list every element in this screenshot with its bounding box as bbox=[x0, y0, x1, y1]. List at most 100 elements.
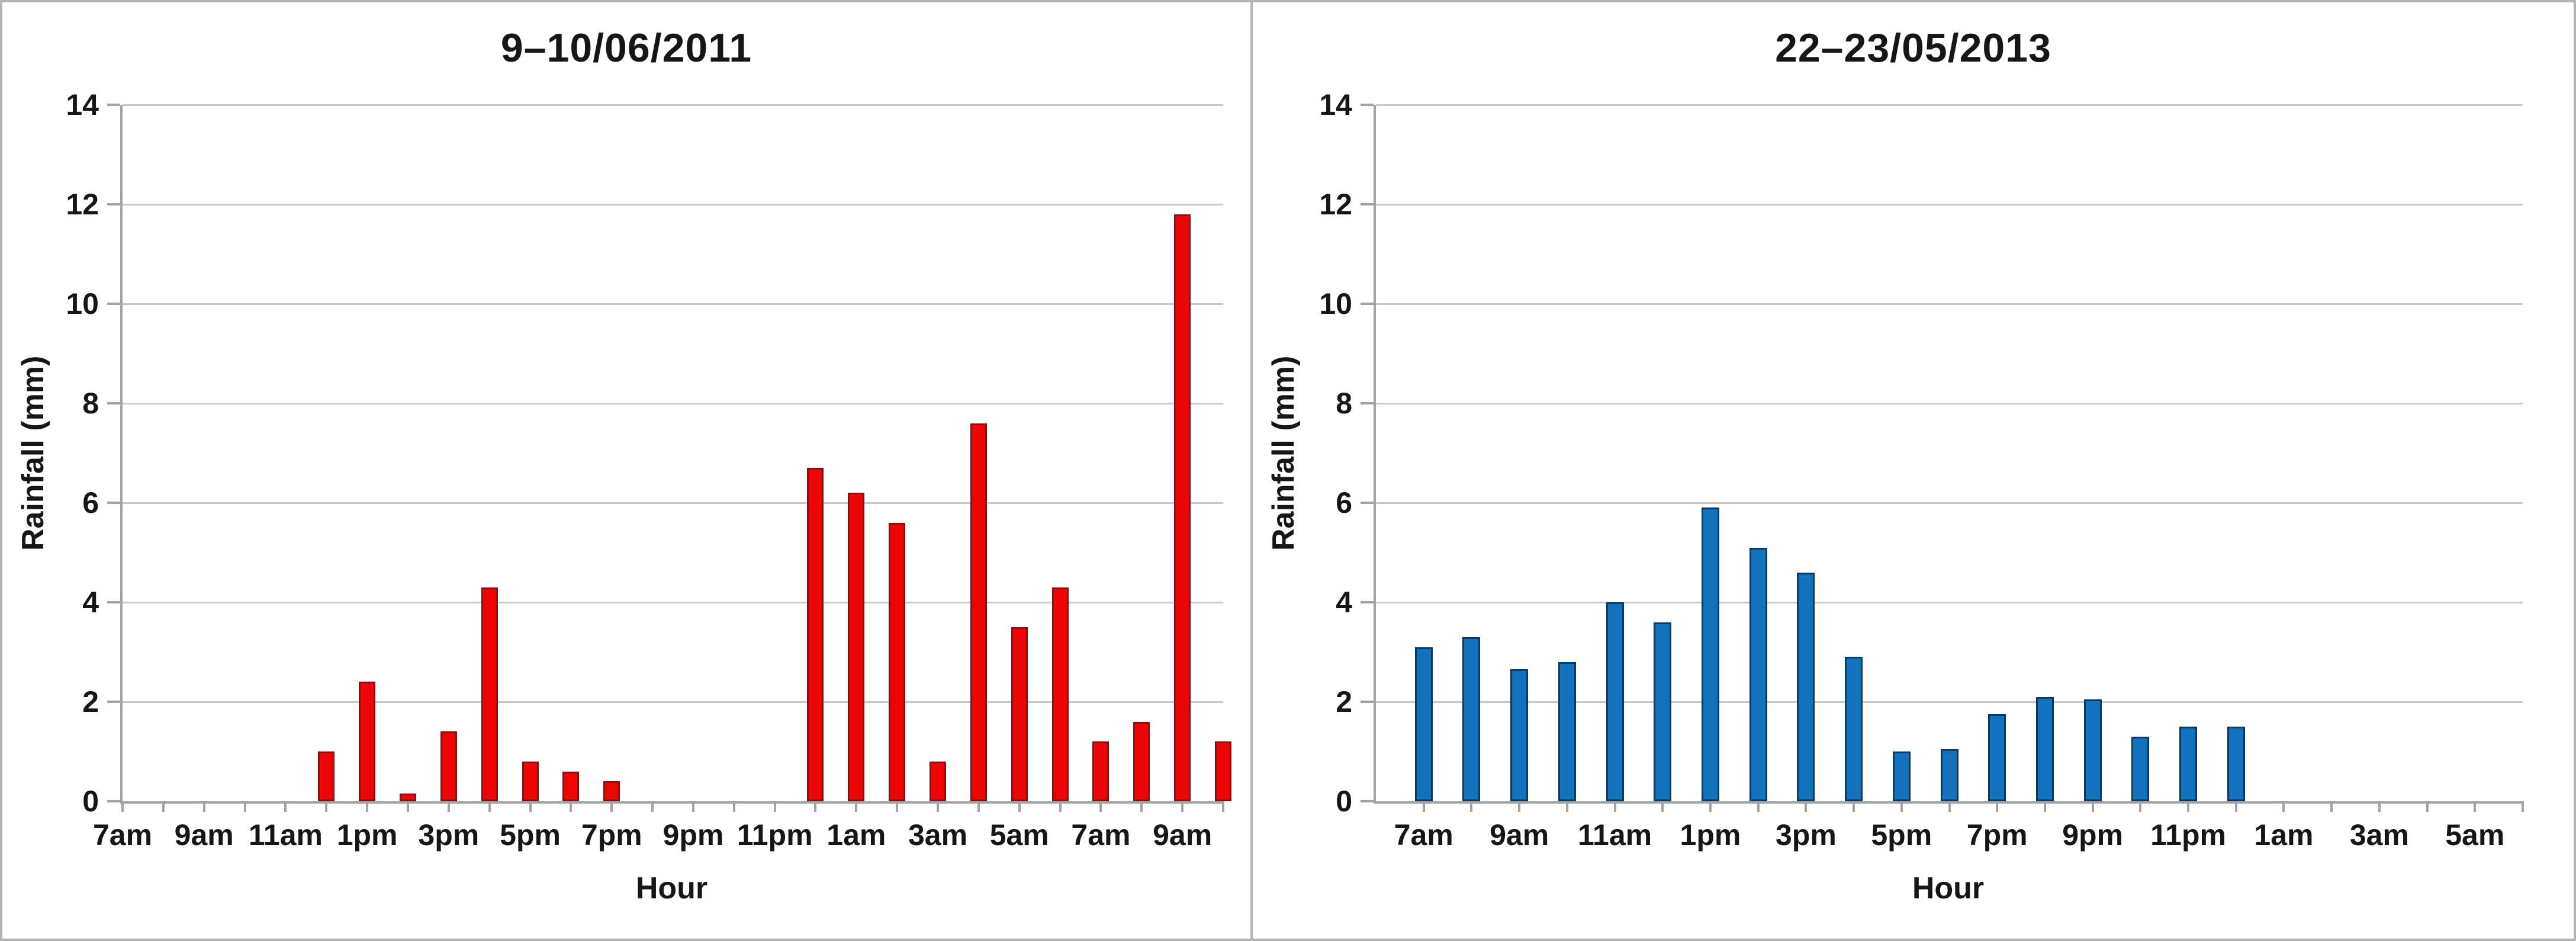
x-axis-tick bbox=[1565, 801, 1568, 812]
gridline bbox=[1376, 303, 2523, 305]
x-axis-tick bbox=[1099, 801, 1102, 812]
rainfall-bar bbox=[1011, 627, 1028, 801]
rainfall-bar bbox=[1510, 669, 1529, 801]
rainfall-bar bbox=[1606, 602, 1624, 801]
gridline bbox=[1376, 402, 2523, 404]
x-axis-tick bbox=[202, 801, 205, 812]
gridline bbox=[123, 303, 1223, 305]
y-tick-label: 14 bbox=[1319, 88, 1352, 121]
y-axis-tick bbox=[1361, 303, 1374, 305]
x-axis-tick bbox=[529, 801, 532, 812]
x-tick-label: 7am bbox=[1071, 818, 1131, 852]
x-axis-tick bbox=[2522, 801, 2524, 812]
y-tick-label: 0 bbox=[1336, 785, 1352, 818]
x-axis-tick bbox=[1805, 801, 1808, 812]
right-x-axis-title: Hour bbox=[1912, 871, 1985, 905]
x-axis-tick bbox=[2043, 801, 2046, 812]
y-tick-label: 10 bbox=[66, 287, 99, 320]
y-axis-tick bbox=[1361, 402, 1374, 405]
rainfall-bar bbox=[970, 423, 987, 801]
x-tick-label: 3am bbox=[908, 818, 968, 852]
gridline bbox=[123, 502, 1223, 504]
x-axis-tick bbox=[855, 801, 858, 812]
x-axis-tick bbox=[1853, 801, 1855, 812]
rainfall-bar bbox=[2227, 727, 2245, 801]
rainfall-bar bbox=[562, 771, 580, 801]
x-axis-tick bbox=[366, 801, 369, 812]
left-chart-plot-area: 0 2 4 6 8 10 12 14 7am 9am 11am 1pm 3pm 5pm 7pm 9pm 11pm… bbox=[66, 90, 1231, 850]
rainfall-bar bbox=[1940, 749, 1958, 801]
x-axis-tick bbox=[610, 801, 613, 812]
x-axis-tick bbox=[325, 801, 328, 812]
rainfall-bar bbox=[1988, 714, 2006, 801]
rainfall-bar bbox=[930, 761, 947, 801]
rainfall-bar bbox=[399, 794, 416, 801]
rainfall-bar bbox=[1845, 657, 1863, 801]
rainfall-bar bbox=[1133, 721, 1150, 801]
left-chart-panel: 9–10/06/2011 Rainfall (mm) 0 2 4 6 8 10 12 14 7a… bbox=[2, 2, 1253, 939]
x-tick-label: 5am bbox=[2445, 818, 2505, 852]
x-axis-tick bbox=[977, 801, 980, 812]
y-axis-tick bbox=[1361, 203, 1374, 205]
rainfall-bar bbox=[2179, 727, 2198, 801]
x-tick-label: 5am bbox=[989, 818, 1049, 852]
y-tick-label: 12 bbox=[1319, 188, 1352, 221]
x-axis-tick bbox=[692, 801, 694, 812]
rainfall-bar bbox=[1701, 508, 1719, 801]
x-axis-tick bbox=[1900, 801, 1903, 812]
rainfall-bar bbox=[522, 761, 539, 801]
x-axis-tick bbox=[773, 801, 776, 812]
y-axis-tick bbox=[107, 800, 120, 802]
y-axis-tick bbox=[107, 104, 120, 106]
gridline bbox=[123, 104, 1223, 106]
y-tick-label: 4 bbox=[82, 586, 99, 619]
y-axis-tick bbox=[107, 402, 120, 405]
rainfall-bar bbox=[1215, 741, 1231, 801]
right-chart-title: 22–23/05/2013 bbox=[1775, 25, 2051, 70]
y-tick-label: 14 bbox=[66, 88, 99, 121]
x-axis-tick bbox=[2091, 801, 2094, 812]
x-axis-tick bbox=[162, 801, 165, 812]
x-axis-tick bbox=[1948, 801, 1951, 812]
x-axis-tick bbox=[2474, 801, 2477, 812]
rainfall-bar bbox=[1092, 741, 1109, 801]
x-tick-label: 3am bbox=[2349, 818, 2409, 852]
x-tick-label: 9am bbox=[1153, 818, 1213, 852]
rainfall-bar bbox=[1414, 647, 1433, 801]
rainfall-bar bbox=[2083, 699, 2102, 801]
rainfall-bar bbox=[1462, 637, 1481, 801]
y-axis-tick bbox=[1361, 701, 1374, 704]
x-tick-label: 3pm bbox=[1775, 818, 1837, 852]
x-axis-tick bbox=[732, 801, 735, 812]
x-axis-tick bbox=[1018, 801, 1021, 812]
y-tick-label: 8 bbox=[82, 387, 99, 420]
y-tick-label: 12 bbox=[66, 188, 99, 221]
rainfall-bar bbox=[481, 587, 498, 801]
left-x-axis-title: Hour bbox=[635, 871, 708, 905]
rainfall-bar bbox=[2035, 696, 2054, 801]
x-axis-tick bbox=[1996, 801, 1999, 812]
x-tick-label: 11am bbox=[248, 818, 323, 852]
x-axis-tick bbox=[121, 801, 124, 812]
x-tick-label: 9am bbox=[1490, 818, 1549, 852]
x-axis-tick bbox=[651, 801, 654, 812]
y-tick-label: 0 bbox=[82, 785, 99, 818]
x-axis-tick bbox=[2426, 801, 2429, 812]
x-axis-tick bbox=[406, 801, 409, 812]
rainfall-bar bbox=[318, 751, 335, 801]
x-tick-label: 1pm bbox=[336, 818, 398, 852]
rainfall-bar bbox=[848, 493, 865, 801]
x-axis-tick bbox=[1140, 801, 1143, 812]
y-tick-label: 2 bbox=[1336, 685, 1352, 718]
x-axis-tick bbox=[1470, 801, 1473, 812]
rainfall-bar bbox=[1749, 547, 1767, 801]
x-axis-tick bbox=[488, 801, 491, 812]
gridline bbox=[123, 203, 1223, 205]
gridline bbox=[1376, 502, 2523, 504]
rainfall-bar bbox=[807, 468, 824, 801]
x-tick-label: 11pm bbox=[2150, 818, 2226, 852]
x-axis-tick bbox=[2378, 801, 2381, 812]
x-tick-label: 7pm bbox=[581, 818, 642, 852]
x-axis-tick bbox=[1518, 801, 1521, 812]
x-tick-label: 11am bbox=[1577, 818, 1652, 852]
